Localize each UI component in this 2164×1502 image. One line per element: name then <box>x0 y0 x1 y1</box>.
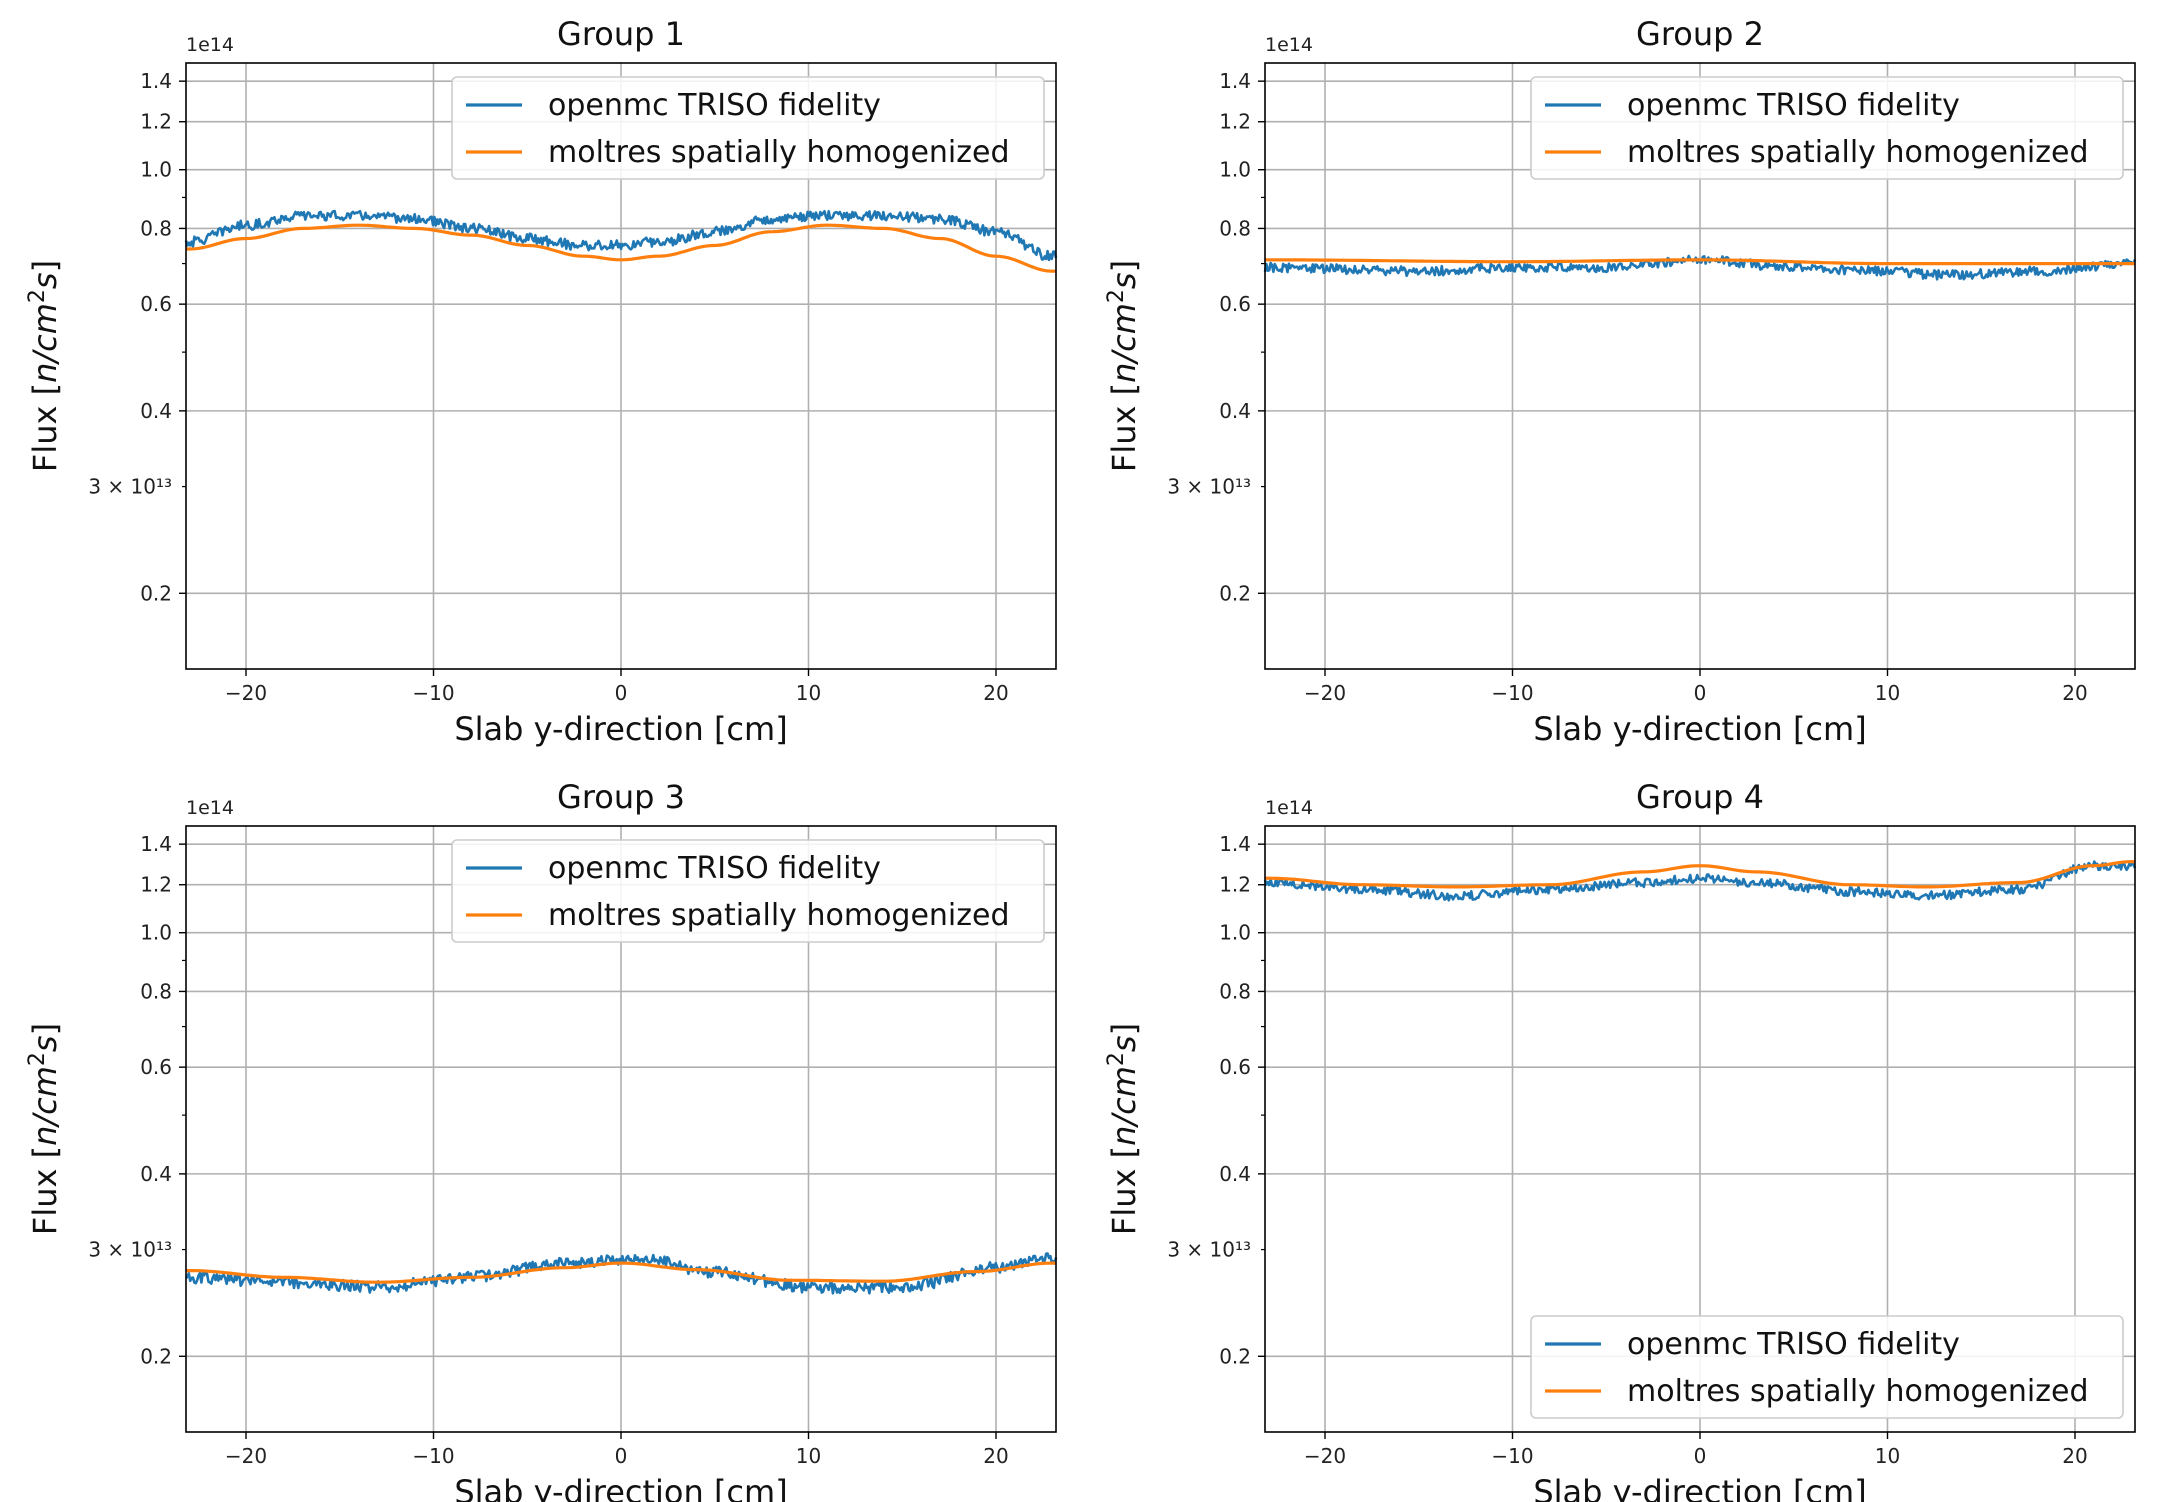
chart-panel-group-4: −20 −10 0 10 20 0.2 0.4 0.6 0.8 1.0 1.2 1.4 3 × 10¹³… <box>1104 778 2137 1502</box>
legend: openmc TRISO fidelity moltres spatially h… <box>1530 76 2124 180</box>
y-offset-text: 1e14 <box>1265 34 1313 56</box>
y-tick-label: 0.4 <box>1219 1162 1251 1186</box>
y-tick-label: 1.2 <box>140 873 172 897</box>
y-minor-tick-label: 3 × 10¹³ <box>88 1238 172 1262</box>
legend-label-moltres: moltres spatially homogenized <box>548 898 1010 933</box>
y-tick-label: 0.8 <box>1219 979 1251 1003</box>
y-tick-label: 0.6 <box>1219 292 1251 316</box>
x-axis-label: Slab y-direction [cm] <box>1533 1473 1866 1502</box>
x-tick-label: −10 <box>412 1444 454 1468</box>
legend-box <box>451 839 1045 943</box>
x-tick-label: −20 <box>1304 681 1346 705</box>
legend-box <box>1530 1315 2124 1419</box>
chart-panel-group-1: −20 −10 0 10 20 0.2 0.4 0.6 0.8 1.0 1.2 1.4 3 × 10¹³… <box>25 15 1058 748</box>
y-axis-label: Flux [n/cm2s] <box>25 1023 64 1235</box>
y-tick-label: 0.8 <box>140 216 172 240</box>
y-axis-label: Flux [n/cm2s] <box>25 260 64 472</box>
legend: openmc TRISO fidelity moltres spatially h… <box>451 839 1045 943</box>
legend-label-openmc: openmc TRISO fidelity <box>1627 88 1960 123</box>
y-tick-label: 1.0 <box>1219 921 1251 945</box>
series-line-openmc <box>184 1252 1058 1295</box>
x-tick-label: 20 <box>983 1444 1008 1468</box>
legend-label-openmc: openmc TRISO fidelity <box>1627 1327 1960 1362</box>
y-minor-tick-label: 3 × 10¹³ <box>1167 475 1251 499</box>
x-tick-label: 20 <box>2062 1444 2087 1468</box>
legend-label-openmc: openmc TRISO fidelity <box>548 851 881 886</box>
y-tick-label: 0.8 <box>140 979 172 1003</box>
chart-title: Group 1 <box>557 15 685 53</box>
y-offset-text: 1e14 <box>186 34 234 56</box>
x-tick-label: 0 <box>1694 681 1707 705</box>
chart-title: Group 3 <box>557 778 685 816</box>
y-tick-label: 1.4 <box>140 832 172 856</box>
legend: openmc TRISO fidelity moltres spatially h… <box>1530 1315 2124 1419</box>
y-tick-label: 1.2 <box>140 110 172 134</box>
y-tick-label: 1.4 <box>140 69 172 93</box>
x-tick-label: 0 <box>615 681 628 705</box>
y-tick-label: 1.4 <box>1219 69 1251 93</box>
y-tick-label: 0.6 <box>140 1055 172 1079</box>
legend-label-openmc: openmc TRISO fidelity <box>548 88 881 123</box>
y-axis-label: Flux [n/cm2s] <box>1104 1023 1143 1235</box>
y-tick-label: 0.2 <box>140 581 172 605</box>
y-tick-label: 1.2 <box>1219 873 1251 897</box>
legend-label-moltres: moltres spatially homogenized <box>1627 1374 2089 1409</box>
y-tick-label: 0.8 <box>1219 216 1251 240</box>
y-tick-label: 0.4 <box>140 399 172 423</box>
series-line-moltres <box>186 223 1056 273</box>
x-tick-label: 10 <box>796 681 821 705</box>
y-tick-label: 1.0 <box>1219 158 1251 182</box>
chart-title: Group 4 <box>1636 778 1764 816</box>
x-axis-label: Slab y-direction [cm] <box>454 1473 787 1502</box>
series-line-moltres <box>186 1261 1056 1284</box>
x-tick-label: 0 <box>615 1444 628 1468</box>
x-tick-label: 0 <box>1694 1444 1707 1468</box>
y-tick-label: 0.2 <box>1219 1344 1251 1368</box>
legend-label-moltres: moltres spatially homogenized <box>1627 135 2089 170</box>
chart-panel-group-3: −20 −10 0 10 20 0.2 0.4 0.6 0.8 1.0 1.2 1.4 3 × 10¹³… <box>25 778 1058 1502</box>
y-tick-label: 1.0 <box>140 921 172 945</box>
legend-box <box>451 76 1045 180</box>
y-offset-text: 1e14 <box>1265 797 1313 819</box>
y-minor-tick-label: 3 × 10¹³ <box>88 475 172 499</box>
x-axis-label: Slab y-direction [cm] <box>1533 710 1866 748</box>
series-line-moltres <box>1265 258 2135 266</box>
y-tick-label: 0.2 <box>140 1344 172 1368</box>
y-tick-label: 1.4 <box>1219 832 1251 856</box>
y-tick-label: 1.0 <box>140 158 172 182</box>
series-line-openmc <box>1263 254 2137 281</box>
x-tick-label: −10 <box>1491 681 1533 705</box>
series-line-openmc <box>1263 860 2137 902</box>
x-tick-label: −10 <box>1491 1444 1533 1468</box>
legend-box <box>1530 76 2124 180</box>
x-tick-label: 20 <box>983 681 1008 705</box>
y-tick-label: 0.6 <box>1219 1055 1251 1079</box>
y-tick-label: 0.6 <box>140 292 172 316</box>
x-tick-label: −20 <box>225 1444 267 1468</box>
x-tick-label: 20 <box>2062 681 2087 705</box>
y-tick-label: 0.2 <box>1219 581 1251 605</box>
x-tick-label: −20 <box>225 681 267 705</box>
y-minor-tick-label: 3 × 10¹³ <box>1167 1238 1251 1262</box>
y-tick-label: 0.4 <box>140 1162 172 1186</box>
y-tick-label: 1.2 <box>1219 110 1251 134</box>
x-tick-label: 10 <box>1875 681 1900 705</box>
legend-label-moltres: moltres spatially homogenized <box>548 135 1010 170</box>
y-axis-label: Flux [n/cm2s] <box>1104 260 1143 472</box>
x-tick-label: 10 <box>796 1444 821 1468</box>
x-tick-label: −10 <box>412 681 454 705</box>
series-line-openmc <box>184 209 1058 262</box>
chart-panel-group-2: −20 −10 0 10 20 0.2 0.4 0.6 0.8 1.0 1.2 1.4 3 × 10¹³… <box>1104 15 2137 748</box>
y-offset-text: 1e14 <box>186 797 234 819</box>
x-tick-label: −20 <box>1304 1444 1346 1468</box>
chart-title: Group 2 <box>1636 15 1764 53</box>
y-tick-label: 0.4 <box>1219 399 1251 423</box>
x-axis-label: Slab y-direction [cm] <box>454 710 787 748</box>
legend: openmc TRISO fidelity moltres spatially h… <box>451 76 1045 180</box>
series-line-moltres <box>1265 859 2135 889</box>
x-tick-label: 10 <box>1875 1444 1900 1468</box>
